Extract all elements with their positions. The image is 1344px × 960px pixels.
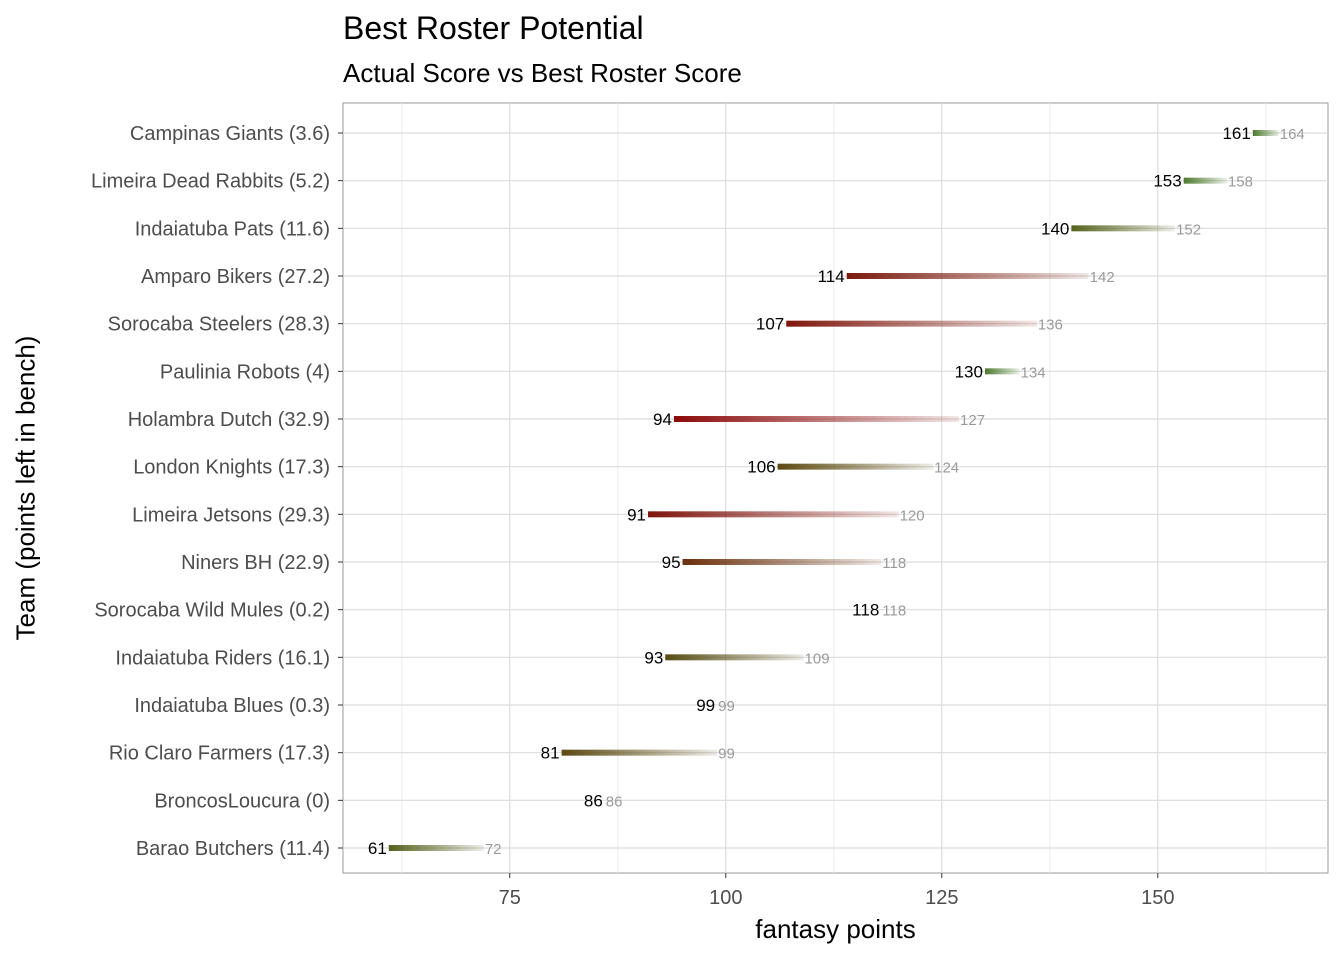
y-tick-label: Holambra Dutch (32.9) — [128, 409, 330, 431]
actual-score-label: 95 — [662, 553, 681, 572]
y-tick-label: Indaiatuba Blues (0.3) — [134, 695, 330, 717]
best-score-label: 118 — [882, 603, 906, 620]
score-gap-bar — [1071, 225, 1176, 232]
best-score-label: 124 — [934, 460, 959, 477]
actual-score-label: 118 — [852, 601, 879, 620]
chart-subtitle: Actual Score vs Best Roster Score — [343, 58, 742, 88]
best-score-label: 99 — [718, 698, 735, 715]
x-axis-label: fantasy points — [755, 914, 916, 944]
best-score-label: 158 — [1228, 174, 1253, 191]
score-gap-bar — [561, 749, 718, 756]
actual-score-label: 106 — [747, 458, 775, 477]
y-tick-label: Sorocaba Steelers (28.3) — [108, 314, 330, 336]
actual-score-label: 86 — [584, 791, 603, 810]
best-score-label: 136 — [1038, 317, 1063, 334]
y-tick-label: Campinas Giants (3.6) — [130, 123, 330, 145]
score-gap-bar — [984, 368, 1020, 375]
best-score-label: 164 — [1280, 126, 1305, 143]
score-gap-bar — [1183, 177, 1227, 184]
actual-score-label: 93 — [644, 648, 663, 667]
best-score-label: 152 — [1176, 221, 1201, 238]
best-score-label: 142 — [1090, 269, 1115, 286]
y-tick-label: Indaiatuba Pats (11.6) — [135, 218, 330, 240]
actual-score-label: 140 — [1041, 219, 1069, 238]
y-tick-label: Limeira Jetsons (29.3) — [132, 504, 330, 526]
best-score-label: 127 — [960, 412, 985, 429]
best-score-label: 109 — [805, 650, 830, 667]
best-score-label: 134 — [1021, 364, 1046, 381]
actual-score-label: 107 — [756, 315, 784, 334]
score-gap-bar — [682, 559, 882, 565]
actual-score-label: 94 — [653, 410, 672, 429]
y-tick-label: Rio Claro Farmers (17.3) — [109, 743, 330, 765]
score-gap-bar — [648, 511, 899, 518]
score-gap-bar — [388, 845, 484, 851]
best-score-label: 99 — [718, 746, 735, 763]
x-tick-label: 75 — [499, 887, 521, 909]
score-gap-bar — [673, 416, 960, 422]
y-tick-label: Niners BH (22.9) — [181, 552, 330, 574]
y-tick-label: Limeira Dead Rabbits (5.2) — [91, 171, 330, 193]
actual-score-label: 161 — [1222, 124, 1250, 143]
y-tick-label: Sorocaba Wild Mules (0.2) — [94, 600, 330, 622]
actual-score-label: 91 — [627, 505, 646, 524]
y-tick-label: BroncosLoucura (0) — [154, 790, 330, 812]
x-tick-label: 150 — [1141, 887, 1174, 909]
best-score-label: 118 — [882, 555, 906, 572]
y-tick-label: Barao Butchers (11.4) — [136, 838, 330, 860]
x-tick-label: 125 — [925, 887, 958, 909]
score-gap-bar — [786, 320, 1037, 327]
x-tick-label: 100 — [709, 887, 742, 909]
best-score-label: 72 — [485, 841, 502, 858]
y-tick-label: Amparo Bikers (27.2) — [141, 266, 330, 288]
actual-score-label: 114 — [818, 267, 845, 286]
plot-panel — [342, 102, 1329, 874]
actual-score-label: 153 — [1153, 172, 1181, 191]
y-axis-label: Team (points left in bench) — [10, 335, 41, 641]
score-gap-bar — [846, 273, 1089, 279]
score-gap-bar — [665, 654, 804, 661]
score-gap-bar — [777, 463, 934, 470]
y-tick-label: Indaiatuba Riders (16.1) — [115, 647, 330, 669]
chart-title: Best Roster Potential — [343, 10, 644, 46]
score-gap-bar — [1252, 130, 1279, 136]
best-score-label: 120 — [900, 507, 925, 524]
actual-score-label: 130 — [955, 362, 983, 381]
best-score-label: 86 — [606, 793, 623, 810]
actual-score-label: 61 — [368, 839, 387, 858]
y-tick-label: Paulinia Robots (4) — [160, 361, 330, 383]
actual-score-label: 99 — [696, 696, 715, 715]
actual-score-label: 81 — [541, 744, 560, 763]
y-tick-label: London Knights (17.3) — [133, 457, 330, 479]
